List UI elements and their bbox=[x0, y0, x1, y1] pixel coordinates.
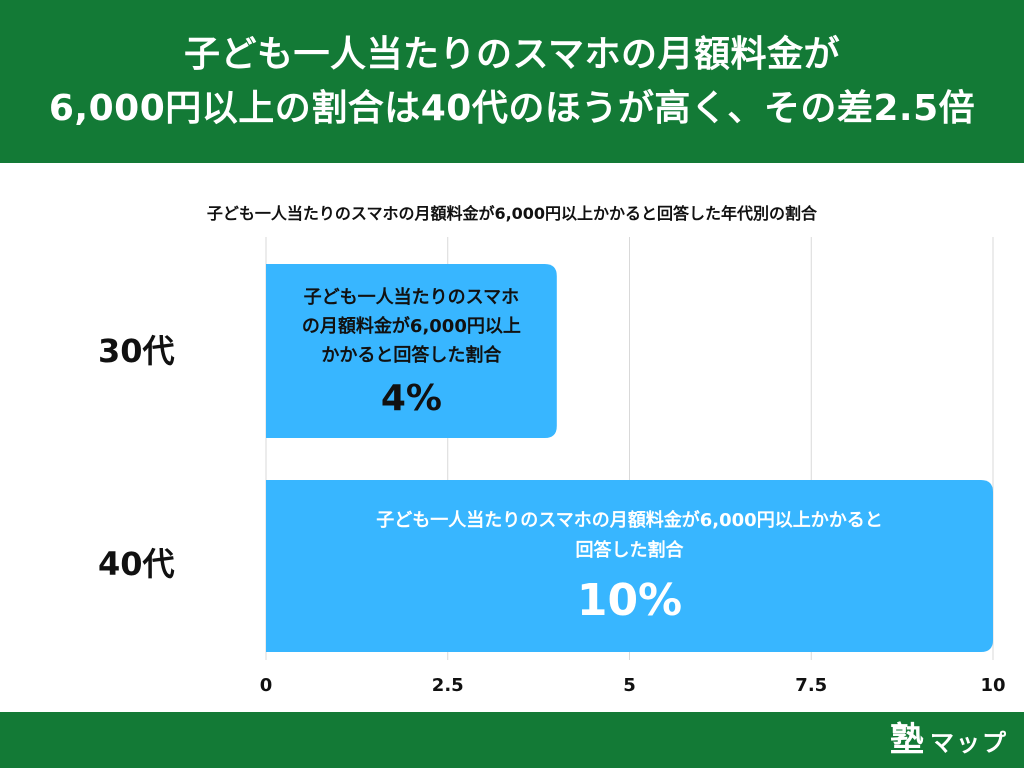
headline-line-1: 子ども一人当たりのスマホの月額料金が bbox=[184, 33, 840, 75]
bar-chart: 0 2.5 5 7.5 1030代子ども一人当たりのスマホの月額料金が6,000円以上か… bbox=[98, 237, 1006, 696]
bar-description-label: かかると回答した割合 bbox=[321, 344, 502, 366]
logo-kanji: 塾 bbox=[890, 720, 924, 760]
bar-description-label: の月額料金が6,000円以上 bbox=[302, 315, 521, 337]
brand-logo: 塾 マップ bbox=[890, 721, 1008, 759]
bar bbox=[266, 480, 993, 652]
footer-banner: 塾 マップ bbox=[0, 712, 1024, 768]
x-tick-label: 5 bbox=[623, 675, 636, 696]
bar-description-label: 回答した割合 bbox=[576, 539, 685, 561]
chart-title: 子ども一人当たりのスマホの月額料金が6,000円以上かかると回答した年代別の割合 bbox=[206, 204, 818, 223]
bar-description-label: 子ども一人当たりのスマホ bbox=[304, 286, 519, 308]
x-tick-label: 0 bbox=[260, 675, 273, 696]
header-banner: 子ども一人当たりのスマホの月額料金が 6,000円以上の割合は40代のほうが高く… bbox=[0, 0, 1024, 163]
x-tick-label: 10 bbox=[980, 675, 1005, 696]
bar-description-label: 子ども一人当たりのスマホの月額料金が6,000円以上かかると bbox=[376, 509, 882, 531]
bar-value-label: 4% bbox=[381, 378, 442, 419]
category-label: 40代 bbox=[98, 545, 175, 583]
category-label: 30代 bbox=[98, 332, 175, 370]
x-tick-label: 7.5 bbox=[795, 675, 827, 696]
bar-value-label: 10% bbox=[577, 575, 682, 626]
headline-line-2: 6,000円以上の割合は40代のほうが高く、その差2.5倍 bbox=[48, 87, 976, 129]
bar bbox=[266, 264, 557, 438]
x-tick-label: 2.5 bbox=[432, 675, 464, 696]
logo-kana: マップ bbox=[930, 728, 1008, 757]
